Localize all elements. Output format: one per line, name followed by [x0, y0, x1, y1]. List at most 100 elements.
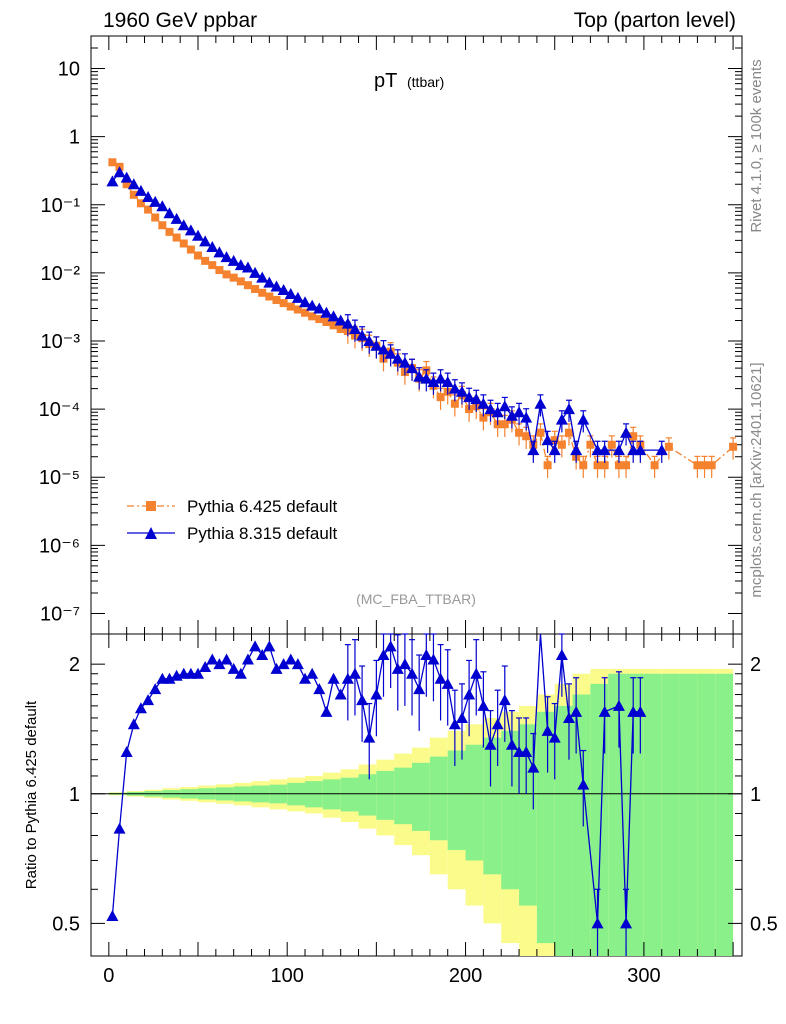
data-point	[491, 406, 504, 418]
data-point	[120, 171, 133, 183]
data-point	[420, 649, 433, 661]
plot-title-sub: (ttbar)	[407, 74, 444, 90]
data-point	[301, 308, 310, 317]
data-point	[577, 778, 590, 790]
data-point	[548, 731, 561, 743]
ratio-band-inner	[483, 737, 502, 875]
data-point	[570, 444, 583, 456]
data-point	[348, 323, 361, 335]
data-point	[293, 305, 302, 314]
data-point	[291, 658, 304, 670]
legend-entry-pythia8: Pythia 8.315 default	[127, 524, 338, 543]
main-y-tick-label: 10⁻²	[41, 263, 81, 285]
ratio-band-inner	[501, 730, 520, 890]
data-point	[127, 178, 140, 190]
data-point	[122, 180, 131, 189]
data-point	[263, 640, 276, 652]
data-point	[513, 406, 526, 418]
data-point	[313, 683, 326, 695]
data-point	[265, 292, 274, 301]
ratio-y-tick-label: 2	[69, 654, 80, 676]
data-point	[120, 746, 133, 758]
data-point	[598, 444, 611, 456]
data-point	[634, 705, 647, 717]
data-point	[315, 315, 324, 324]
data-point	[234, 667, 247, 679]
ratio-band-inner	[715, 673, 734, 956]
ratio-band-inner	[340, 777, 359, 812]
data-point	[213, 658, 226, 670]
ratio-band-inner	[643, 673, 662, 956]
data-point	[192, 667, 205, 679]
legend-label-pythia6: Pythia 6.425 default	[187, 497, 338, 516]
mcplots-label: mcplots.cern.ch [arXiv:2401.10621]	[748, 362, 765, 597]
data-point	[236, 277, 245, 286]
data-point	[334, 314, 347, 326]
ratio-band-inner	[572, 694, 591, 956]
ratio-y-tick-label-right: 0.5	[750, 913, 778, 935]
series-line	[111, 171, 662, 452]
data-point	[113, 822, 126, 834]
ratio-y-tick-label: 0.5	[52, 913, 80, 935]
ratio-band-inner	[465, 744, 484, 861]
header-energy-label: 1960 GeV ppbar	[103, 9, 257, 32]
data-point	[179, 239, 188, 248]
data-point	[650, 461, 659, 470]
data-point	[548, 444, 561, 456]
data-point	[134, 184, 147, 196]
data-point	[363, 334, 376, 346]
data-point	[505, 738, 518, 750]
data-point	[564, 428, 573, 437]
data-point	[700, 461, 709, 470]
ratio-y-axis-label: Ratio to Pythia 6.425 default	[23, 700, 40, 889]
data-point	[557, 440, 566, 449]
data-point	[413, 370, 426, 382]
data-point	[614, 461, 623, 470]
x-tick-label: 0	[103, 965, 114, 987]
data-point	[272, 295, 281, 304]
data-point	[149, 683, 162, 695]
data-point	[370, 339, 383, 351]
data-point	[256, 271, 269, 283]
data-point	[206, 240, 219, 252]
data-point	[113, 166, 126, 178]
main-y-tick-label: 1	[69, 127, 80, 149]
main-y-axis: 10 1 10⁻¹ 10⁻² 10⁻³ 10⁻⁴ 10⁻⁵ 10⁻⁶ 10⁻⁷	[39, 35, 742, 625]
data-point	[522, 432, 531, 441]
data-point	[284, 653, 297, 665]
main-y-tick-label: 10⁻⁴	[39, 399, 80, 421]
data-point	[299, 296, 312, 308]
data-point	[308, 312, 317, 321]
data-point	[693, 461, 702, 470]
main-y-tick-label: 10	[58, 59, 80, 81]
plot-title: pT	[374, 70, 397, 92]
data-point	[515, 428, 524, 437]
data-point	[448, 382, 461, 394]
data-point	[334, 688, 347, 700]
data-point	[593, 461, 602, 470]
data-point	[184, 224, 197, 236]
data-point	[222, 270, 231, 279]
main-y-tick-label: 10⁻³	[41, 331, 81, 353]
data-point	[156, 200, 169, 212]
data-point	[279, 299, 288, 308]
data-point	[600, 461, 609, 470]
header-process-label: Top (parton level)	[574, 9, 736, 32]
data-point	[470, 393, 483, 405]
data-point	[134, 702, 147, 714]
data-point	[427, 653, 440, 665]
data-point	[477, 699, 490, 711]
data-point	[329, 321, 338, 330]
data-point	[436, 393, 445, 402]
data-point	[620, 917, 633, 929]
x-tick-label: 300	[627, 965, 660, 987]
ratio-band-inner	[322, 779, 341, 810]
data-point	[243, 281, 252, 290]
data-point	[208, 261, 217, 270]
ratio-y-tick-label: 1	[69, 784, 80, 806]
legend-label-pythia8: Pythia 8.315 default	[187, 524, 338, 543]
data-point	[448, 718, 461, 730]
series-line	[112, 161, 734, 467]
data-point	[543, 461, 552, 470]
